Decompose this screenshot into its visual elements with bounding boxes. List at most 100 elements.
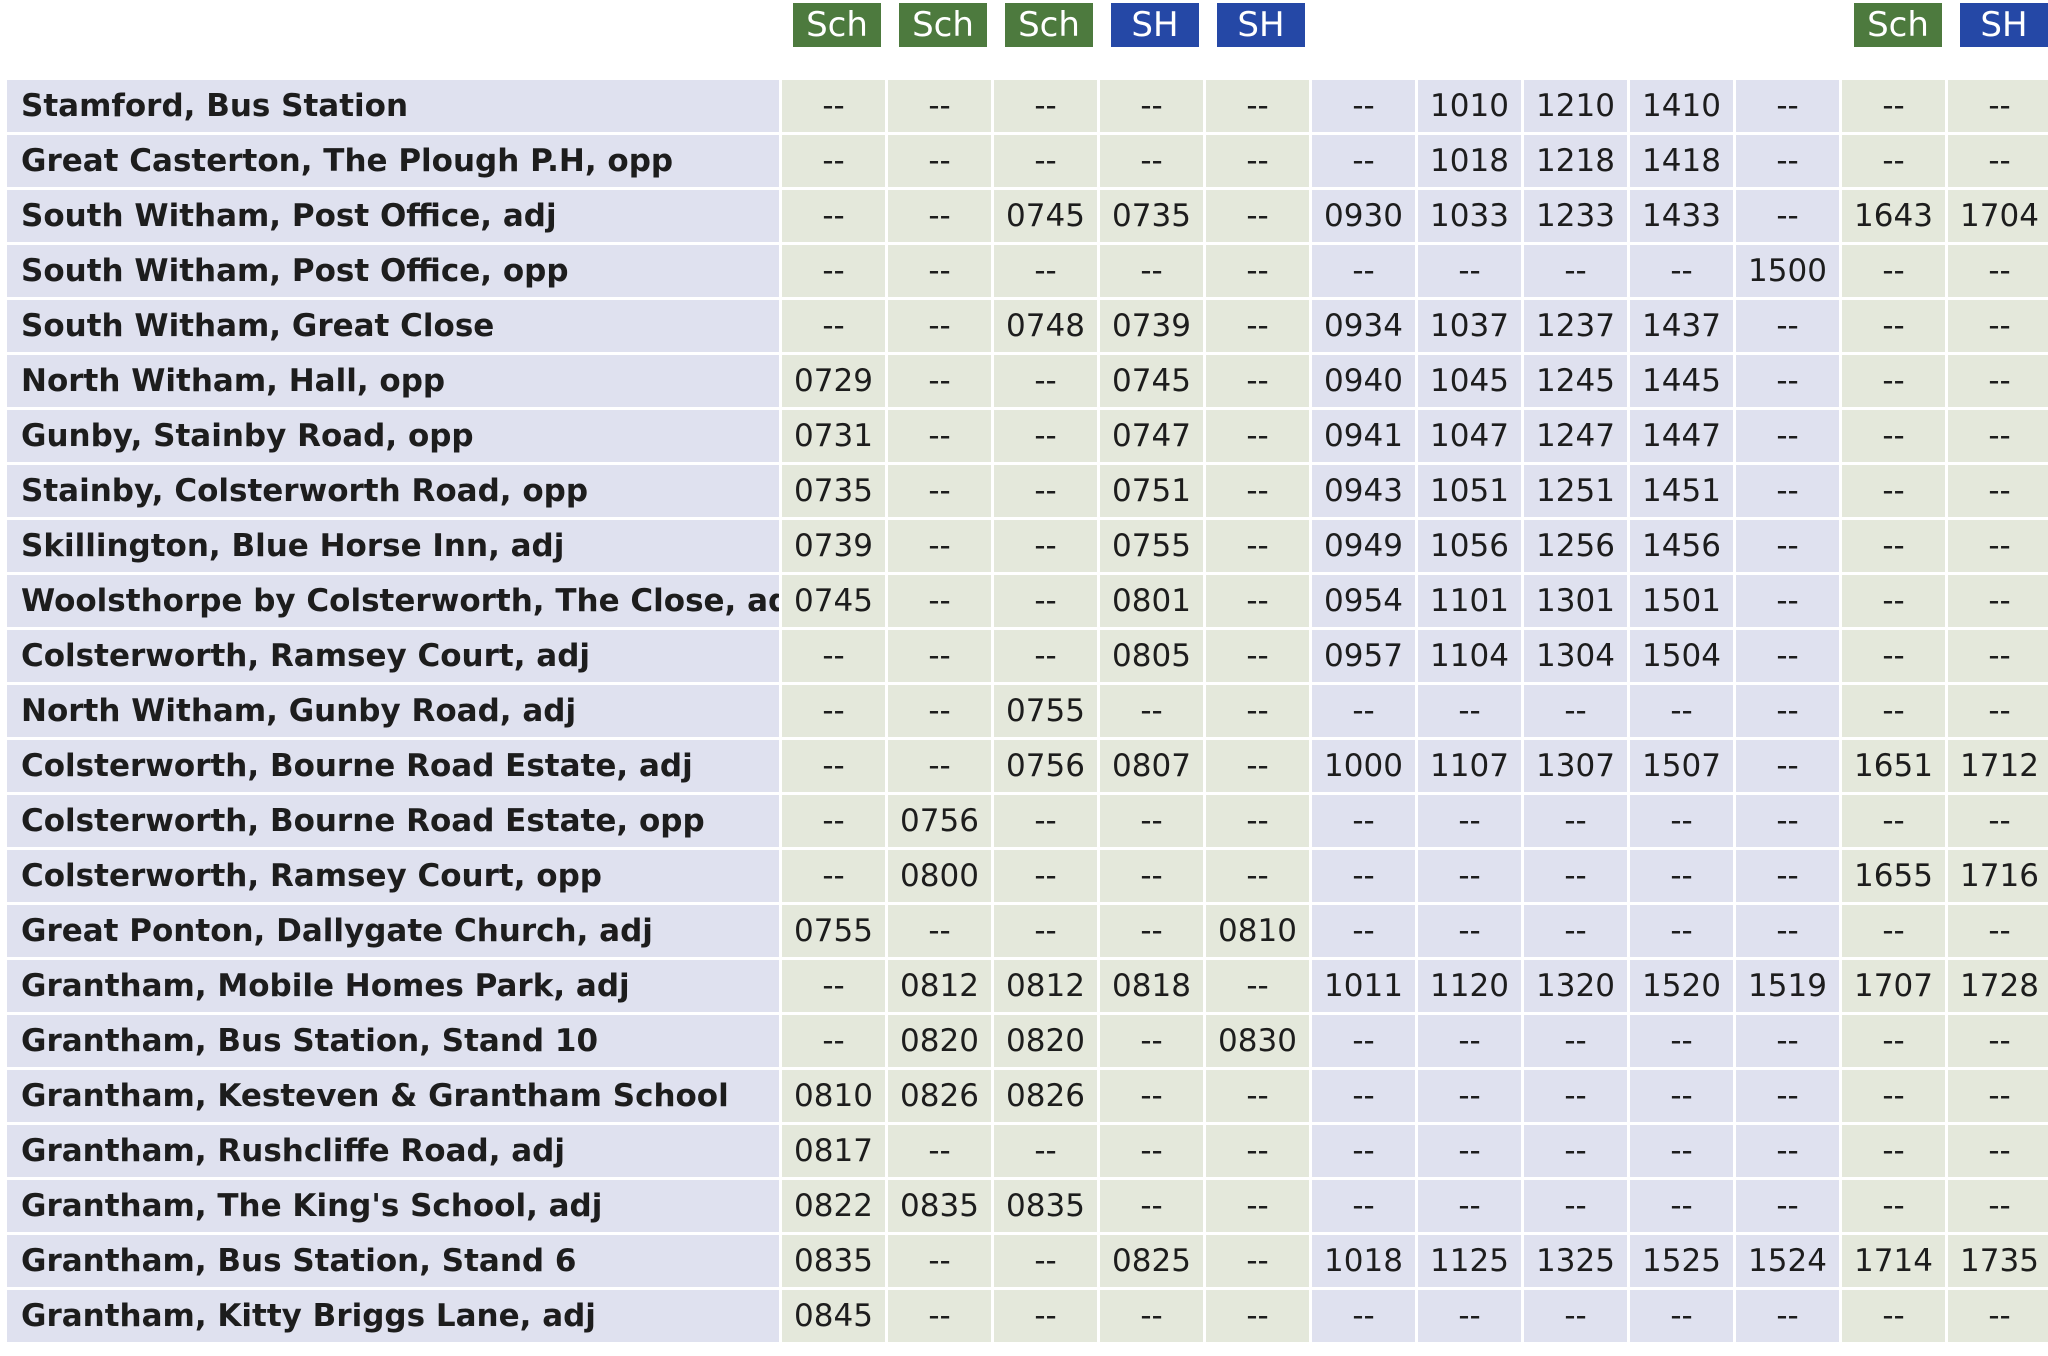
departure-time: --: [1842, 795, 1945, 847]
departure-time: --: [1206, 575, 1309, 627]
departure-time: --: [782, 795, 885, 847]
departure-time: 0822: [782, 1180, 885, 1232]
departure-time: 0949: [1312, 520, 1415, 572]
departure-time: --: [1736, 1015, 1839, 1067]
departure-time: --: [1736, 80, 1839, 132]
table-row: Woolsthorpe by Colsterworth, The Close, …: [7, 575, 2048, 627]
departure-time: 1712: [1948, 740, 2048, 792]
departure-time: --: [1206, 1125, 1309, 1177]
departure-time: 0751: [1100, 465, 1203, 517]
departure-time: --: [1630, 1290, 1733, 1342]
departure-time: --: [888, 575, 991, 627]
departure-time: --: [1736, 905, 1839, 957]
departure-time: --: [1100, 1125, 1203, 1177]
departure-time: 1018: [1418, 135, 1521, 187]
departure-time: --: [782, 190, 885, 242]
departure-time: 0747: [1100, 410, 1203, 462]
departure-time: --: [994, 520, 1097, 572]
departure-time: --: [782, 850, 885, 902]
departure-time: --: [888, 190, 991, 242]
service-badge-sch: Sch: [1854, 3, 1942, 47]
departure-time: --: [1842, 465, 1945, 517]
departure-time: 0930: [1312, 190, 1415, 242]
departure-time: --: [1418, 795, 1521, 847]
stop-name: Colsterworth, Bourne Road Estate, adj: [7, 740, 779, 792]
departure-time: --: [1100, 245, 1203, 297]
departure-time: 0954: [1312, 575, 1415, 627]
departure-time: --: [1736, 300, 1839, 352]
table-row: Grantham, Bus Station, Stand 10 -- 0820 082…: [7, 1015, 2048, 1067]
departure-time: 0800: [888, 850, 991, 902]
departure-time: --: [1842, 630, 1945, 682]
departure-time: --: [1948, 410, 2048, 462]
departure-time: 1643: [1842, 190, 1945, 242]
departure-time: --: [1948, 80, 2048, 132]
departure-time: 1210: [1524, 80, 1627, 132]
departure-time: 1716: [1948, 850, 2048, 902]
table-row: Great Casterton, The Plough P.H, opp -- --…: [7, 135, 2048, 187]
departure-time: 1307: [1524, 740, 1627, 792]
departure-time: --: [1206, 1290, 1309, 1342]
departure-time: --: [1206, 80, 1309, 132]
departure-time: 1051: [1418, 465, 1521, 517]
departure-time: --: [1418, 850, 1521, 902]
departure-time: --: [1312, 850, 1415, 902]
departure-time: --: [1630, 795, 1733, 847]
departure-time: --: [782, 1015, 885, 1067]
departure-time: --: [1524, 905, 1627, 957]
departure-time: --: [1948, 300, 2048, 352]
departure-time: 0812: [888, 960, 991, 1012]
departure-time: --: [1842, 355, 1945, 407]
departure-time: --: [1100, 1290, 1203, 1342]
departure-time: 1237: [1524, 300, 1627, 352]
departure-time: 0817: [782, 1125, 885, 1177]
departure-time: --: [1948, 575, 2048, 627]
departure-time: --: [1312, 135, 1415, 187]
departure-time: 0735: [782, 465, 885, 517]
stop-name: Colsterworth, Ramsey Court, adj: [7, 630, 779, 682]
stop-name: South Witham, Great Close: [7, 300, 779, 352]
departure-time: 0748: [994, 300, 1097, 352]
departure-time: --: [888, 630, 991, 682]
table-row: Grantham, Mobile Homes Park, adj -- 0812 08…: [7, 960, 2048, 1012]
departure-time: --: [1418, 1070, 1521, 1122]
departure-time: --: [782, 245, 885, 297]
departure-time: 1045: [1418, 355, 1521, 407]
departure-time: --: [1630, 685, 1733, 737]
table-row: Colsterworth, Bourne Road Estate, adj -- -…: [7, 740, 2048, 792]
departure-time: --: [1842, 905, 1945, 957]
departure-time: 1010: [1418, 80, 1521, 132]
departure-time: --: [1524, 1290, 1627, 1342]
departure-time: --: [1842, 1125, 1945, 1177]
departure-time: 1251: [1524, 465, 1627, 517]
departure-time: 1519: [1736, 960, 1839, 1012]
departure-time: --: [1948, 795, 2048, 847]
departure-time: 0807: [1100, 740, 1203, 792]
departure-time: --: [1418, 1290, 1521, 1342]
departure-time: --: [1100, 1015, 1203, 1067]
departure-time: --: [1948, 355, 2048, 407]
departure-time: 0826: [994, 1070, 1097, 1122]
departure-time: --: [782, 80, 885, 132]
departure-time: --: [1736, 1290, 1839, 1342]
departure-time: 1714: [1842, 1235, 1945, 1287]
departure-time: --: [1100, 80, 1203, 132]
departure-time: 1125: [1418, 1235, 1521, 1287]
departure-time: --: [1842, 135, 1945, 187]
stop-name: Great Ponton, Dallygate Church, adj: [7, 905, 779, 957]
departure-time: --: [1736, 1125, 1839, 1177]
stop-name: Stamford, Bus Station: [7, 80, 779, 132]
departure-time: 1418: [1630, 135, 1733, 187]
timetable: Stamford, Bus Station -- -- -- -- -- -- 1010 121…: [4, 77, 2048, 1345]
departure-time: 0810: [782, 1070, 885, 1122]
departure-time: 1233: [1524, 190, 1627, 242]
departure-time: --: [1206, 630, 1309, 682]
departure-time: 0810: [1206, 905, 1309, 957]
table-row: Grantham, Kitty Briggs Lane, adj 0845 -- --…: [7, 1290, 2048, 1342]
departure-time: --: [1100, 135, 1203, 187]
departure-time: 1655: [1842, 850, 1945, 902]
table-row: Stamford, Bus Station -- -- -- -- -- -- 1010 121…: [7, 80, 2048, 132]
departure-time: --: [1418, 1125, 1521, 1177]
departure-time: --: [888, 1290, 991, 1342]
departure-time: --: [1736, 1070, 1839, 1122]
